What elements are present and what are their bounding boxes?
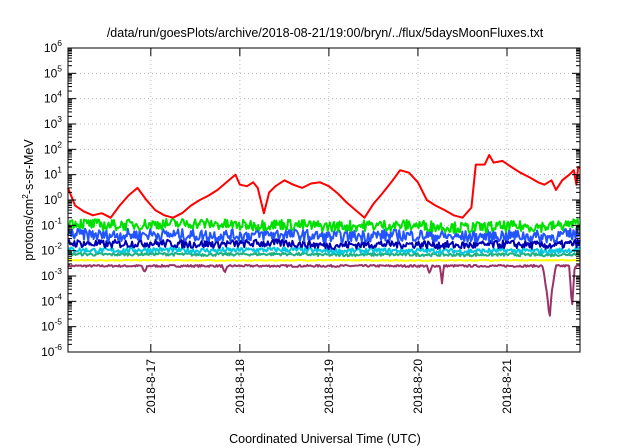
x-tick-label: 2018-8-18	[233, 359, 247, 414]
x-tick-label: 2018-8-19	[322, 359, 336, 414]
series-line	[67, 251, 580, 258]
y-tick-label: 106	[44, 38, 62, 55]
x-axis-label: Coordinated Universal Time (UTC)	[229, 432, 421, 446]
series-lines	[67, 154, 581, 317]
y-tick-label: 105	[44, 63, 62, 80]
y-tick-label: 104	[44, 89, 62, 106]
y-tick-label: 10-4	[41, 291, 62, 308]
series-line	[67, 263, 581, 317]
y-tick-label: 101	[44, 165, 62, 182]
grid-lines	[68, 48, 580, 352]
y-axis-ticks: 106 105 104 103 102 101 100 10-1 10-2 10-3 10-4 10-…	[41, 38, 580, 359]
x-tick-label: 2018-8-17	[144, 359, 158, 414]
y-tick-label: 100	[44, 190, 62, 207]
y-tick-label: 10-5	[41, 317, 62, 334]
y-tick-label: 102	[44, 139, 62, 156]
y-tick-label: 10-1	[41, 215, 62, 232]
x-axis-ticks: 2018-8-17 2018-8-18 2018-8-19 2018-8-20 2018…	[144, 48, 514, 414]
series-line	[67, 226, 580, 244]
x-tick-label: 2018-8-21	[500, 359, 514, 414]
y-tick-label: 10-3	[41, 266, 62, 283]
y-tick-label: 10-2	[41, 241, 62, 258]
y-tick-label: 103	[44, 114, 62, 131]
series-line	[67, 258, 580, 262]
x-tick-label: 2018-8-20	[411, 359, 425, 414]
y-tick-label: 10-6	[41, 342, 62, 359]
series-line	[67, 217, 581, 234]
y-axis-label: protons/cm2-s-sr-MeV	[20, 139, 36, 261]
chart-title: /data/run/goesPlots/archive/2018-08-21/1…	[107, 26, 544, 40]
series-line	[67, 154, 581, 219]
series-line	[67, 238, 581, 251]
series-line	[67, 246, 580, 255]
